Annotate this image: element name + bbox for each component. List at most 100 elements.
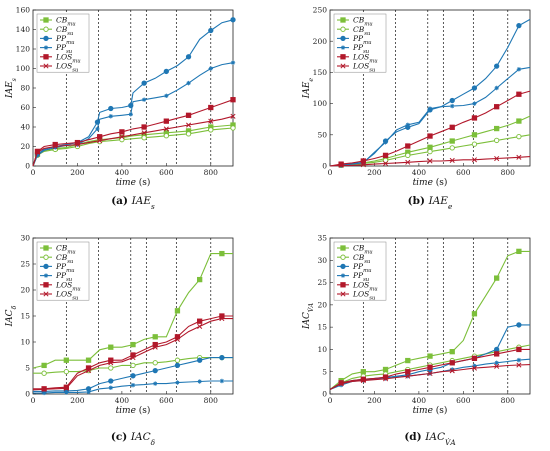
data-point-los-mu [163, 118, 169, 124]
legend-entry-label: LOSsu [55, 62, 79, 74]
data-point-pp-mu [174, 362, 181, 369]
y-tick-label: 30 [317, 256, 327, 265]
data-point-cb-mu [494, 125, 500, 132]
data-point-cb-mu [494, 275, 500, 281]
series-line-los-su [32, 115, 234, 167]
data-point-los-su [471, 365, 477, 371]
data-point-los-mu [230, 97, 236, 103]
data-point-pp-su [427, 106, 433, 111]
data-point-pp-su [230, 60, 236, 65]
data-point-los-su [163, 126, 169, 132]
y-axis-label: IACδ [5, 305, 18, 327]
data-point-cb-mu [382, 366, 389, 373]
data-point-cb-su [516, 134, 522, 140]
data-point-pp-su [141, 97, 147, 102]
data-point-pp-mu [494, 63, 500, 69]
data-point-los-su [360, 162, 366, 168]
data-point-cb-mu [471, 132, 478, 138]
data-point-los-su [471, 157, 477, 163]
data-point-cb-mu [360, 369, 366, 375]
data-point-los-su [108, 360, 114, 366]
x-tick-label: 400 [115, 168, 130, 177]
data-point-pp-su [108, 385, 113, 390]
data-point-cb-su [382, 157, 389, 164]
legend-marker [340, 263, 346, 270]
data-point-cb-su [427, 148, 433, 155]
data-point-pp-su [35, 153, 40, 158]
data-point-pp-su [153, 381, 158, 386]
data-point-pp-su [197, 379, 202, 384]
data-point-pp-su [164, 93, 169, 98]
legend-box [333, 241, 387, 301]
data-point-los-su [97, 138, 103, 144]
data-point-pp-su [472, 101, 477, 106]
x-tick-label: 600 [159, 396, 174, 405]
data-point-cb-su [130, 362, 136, 369]
data-point-pp-mu [185, 54, 192, 60]
x-tick-label: 400 [412, 396, 427, 405]
y-tick-label: 10 [20, 338, 30, 347]
y-axis-label: IACV̇A [302, 303, 315, 331]
data-point-los-su [427, 158, 433, 164]
data-point-cb-mu [85, 357, 92, 363]
data-point-los-mu [494, 104, 500, 110]
legend-entry-label: CBsu [56, 253, 74, 265]
x-axis-label: time (s) [116, 177, 151, 188]
data-point-los-mu [185, 112, 192, 118]
legend-marker [43, 273, 49, 278]
data-point-pp-mu [141, 80, 147, 86]
data-point-cb-su [449, 145, 455, 151]
data-point-pp-mu [208, 27, 214, 34]
legend-entry-label: PPmu [352, 34, 372, 46]
data-point-pp-su [208, 66, 213, 71]
data-point-pp-su [95, 126, 100, 132]
data-point-pp-mu [516, 22, 522, 29]
data-point-cb-mu [516, 118, 522, 124]
y-tick-label: 0 [322, 390, 327, 399]
y-tick-label: 25 [317, 278, 327, 287]
legend-entry-label: LOSmu [352, 52, 378, 64]
legend-box [333, 13, 387, 73]
data-point-cb-su [208, 127, 214, 133]
data-point-cb-mu [449, 349, 455, 355]
data-point-pp-mu [471, 85, 478, 91]
data-point-los-mu [405, 143, 411, 149]
legend-entry-label: LOSmu [55, 280, 81, 292]
y-tick-label: 25 [20, 260, 30, 269]
legend-marker [340, 273, 346, 278]
legend-entry-label: PPsu [55, 43, 73, 55]
data-point-cb-mu [108, 344, 114, 350]
y-tick-label: 250 [313, 6, 328, 15]
panel-caption: (c) IACδ [111, 431, 156, 447]
panel-caption: (d) IACV̇A [404, 431, 455, 447]
data-point-los-su [230, 113, 236, 119]
x-tick-label: 800 [501, 396, 516, 405]
legend-marker [340, 282, 346, 288]
data-point-los-su [197, 323, 203, 329]
data-point-pp-mu [219, 354, 225, 361]
data-point-cb-mu [130, 341, 136, 348]
data-point-los-su [383, 376, 389, 382]
data-point-los-mu [516, 91, 522, 97]
data-point-cb-mu [449, 138, 455, 144]
data-point-pp-mu [449, 97, 455, 104]
legend-entry-label: PPsu [55, 271, 73, 283]
legend-marker [43, 63, 49, 69]
data-point-los-su [360, 378, 366, 384]
legend-marker [43, 245, 49, 251]
data-point-cb-su [119, 137, 125, 143]
legend-marker [43, 291, 49, 297]
data-point-los-su [338, 162, 344, 168]
data-point-los-su [186, 122, 192, 128]
y-tick-label: 20 [317, 300, 327, 309]
y-tick-label: 40 [20, 123, 30, 132]
data-point-los-su [516, 154, 522, 160]
legend-entry-label: CBmu [353, 244, 373, 256]
data-point-cb-su [41, 370, 47, 376]
data-point-los-mu [471, 115, 478, 121]
y-tick-label: 100 [313, 99, 328, 108]
legend-box [36, 241, 90, 301]
data-point-los-mu [471, 355, 478, 361]
y-tick-label: 10 [317, 345, 327, 354]
y-tick-label: 80 [20, 84, 30, 93]
